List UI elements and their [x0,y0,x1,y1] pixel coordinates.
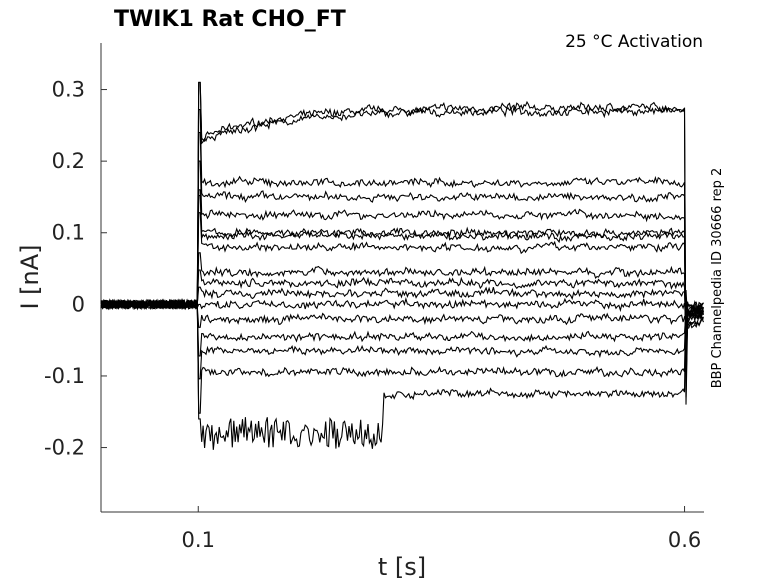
y-tick-label: -0.2 [44,436,85,460]
y-tick-label: 0.2 [52,149,85,173]
axis-ticks: 0.1 0.6 0.3 0.2 0.1 0 -0.1 -0.2 [44,78,701,552]
current-trace-11 [100,286,704,334]
current-trace-3 [100,109,705,391]
current-trace-2 [100,81,704,398]
current-trace-17 [100,289,704,450]
current-trace-12 [100,297,704,326]
x-axis-label: t [s] [378,553,426,581]
current-trace-7 [100,194,704,362]
current-trace-15 [100,298,704,380]
current-trace-10 [100,269,704,341]
current-trace-13 [100,298,705,330]
y-tick-label: 0 [72,292,85,316]
current-trace-16 [100,297,704,414]
current-trace-4 [100,131,704,384]
temperature-protocol-annotation: 25 °C Activation [565,32,703,52]
x-tick-label: 0.1 [182,528,215,552]
y-axis-label: I [nA] [16,244,44,309]
current-trace-14 [100,298,705,357]
current-traces [100,81,705,450]
current-trace-8 [100,212,704,355]
current-trace-1 [100,81,704,405]
current-trace-9 [100,252,705,348]
y-tick-label: 0.1 [52,221,85,245]
channelpedia-id-label: BBP Channelpedia ID 30666 rep 2 [710,168,725,389]
current-trace-5 [100,160,704,377]
y-tick-label: -0.1 [44,364,85,388]
current-trace-6 [100,189,704,369]
x-tick-label: 0.6 [668,528,701,552]
chart-title: TWIK1 Rat CHO_FT [114,7,346,32]
y-tick-label: 0.3 [52,78,85,102]
